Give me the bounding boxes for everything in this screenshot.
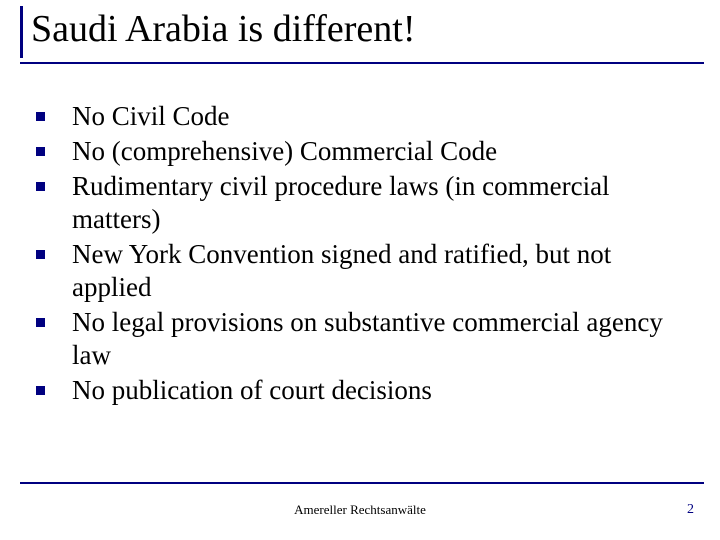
slide: Saudi Arabia is different! No Civil Code… xyxy=(0,0,720,540)
bullet-square-icon xyxy=(36,318,45,327)
bullet-square-icon xyxy=(36,112,45,121)
bullet-square-icon xyxy=(36,250,45,259)
slide-title: Saudi Arabia is different! xyxy=(31,8,700,52)
list-item: New York Convention signed and ratified,… xyxy=(36,238,686,304)
list-item: No legal provisions on substantive comme… xyxy=(36,306,686,372)
list-item: No (comprehensive) Commercial Code xyxy=(36,135,686,168)
page-number: 2 xyxy=(687,502,694,518)
list-item: No Civil Code xyxy=(36,100,686,133)
bullet-square-icon xyxy=(36,386,45,395)
list-item: Rudimentary civil procedure laws (in com… xyxy=(36,170,686,236)
bullet-square-icon xyxy=(36,147,45,156)
bullet-text: No publication of court decisions xyxy=(72,375,432,405)
bullet-text: Rudimentary civil procedure laws (in com… xyxy=(72,171,610,234)
list-item: No publication of court decisions xyxy=(36,374,686,407)
footer-text: Amereller Rechtsanwälte xyxy=(0,502,720,518)
bullet-text: No (comprehensive) Commercial Code xyxy=(72,136,497,166)
bullet-text: No Civil Code xyxy=(72,101,230,131)
bullet-list: No Civil Code No (comprehensive) Commerc… xyxy=(36,100,686,406)
bullet-text: New York Convention signed and ratified,… xyxy=(72,239,611,302)
title-underline xyxy=(20,62,704,64)
bullet-text: No legal provisions on substantive comme… xyxy=(72,307,663,370)
title-container: Saudi Arabia is different! xyxy=(20,6,700,58)
bullet-square-icon xyxy=(36,182,45,191)
footer-rule xyxy=(20,482,704,484)
body-area: No Civil Code No (comprehensive) Commerc… xyxy=(36,100,686,408)
